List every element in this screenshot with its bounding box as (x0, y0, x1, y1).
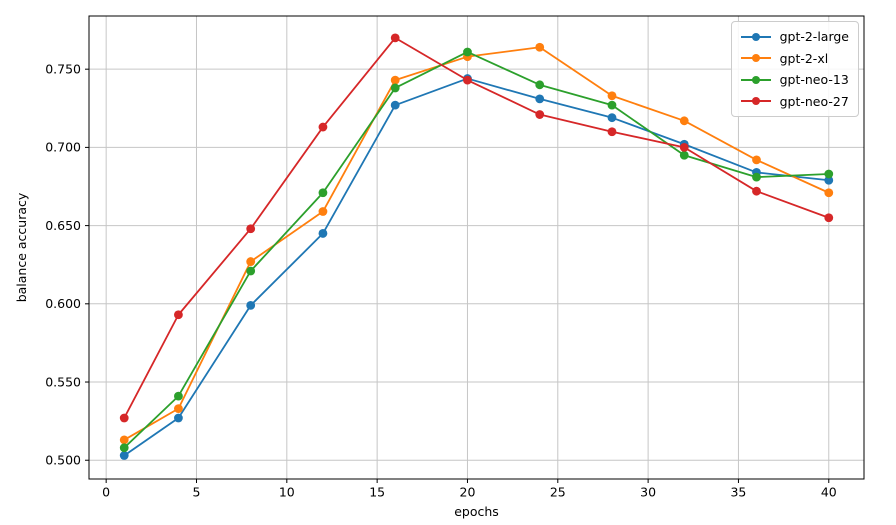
x-tick-label: 35 (730, 485, 746, 500)
data-point-gpt-2-xl (174, 404, 183, 414)
data-point-gpt-2-xl (752, 155, 761, 165)
data-point-gpt-neo-13 (246, 266, 256, 276)
data-point-gpt-neo-27 (607, 127, 617, 137)
y-tick-label: 0.500 (45, 453, 81, 468)
x-tick-label: 25 (550, 485, 566, 500)
data-point-gpt-neo-13 (463, 47, 472, 57)
data-point-gpt-2-xl (318, 207, 328, 216)
x-tick-label: 5 (193, 485, 201, 500)
legend-line-marker-icon (740, 54, 771, 63)
data-point-gpt-neo-13 (174, 391, 183, 401)
data-point-gpt-2-large (174, 413, 183, 423)
x-tick-label: 40 (821, 485, 837, 500)
data-point-gpt-neo-13 (607, 100, 617, 110)
data-point-gpt-neo-27 (752, 186, 761, 196)
y-axis-label: balance accuracy (14, 192, 29, 303)
legend-item-gpt-2-xl: gpt-2-xl (740, 48, 849, 70)
data-point-gpt-2-large (119, 451, 129, 460)
data-point-gpt-2-large (318, 229, 328, 238)
data-line-gpt-neo-27 (123, 36, 830, 419)
legend-line-marker-icon (740, 32, 771, 41)
data-point-gpt-neo-27 (246, 224, 256, 234)
data-point-gpt-2-large (824, 175, 834, 185)
plot-border (88, 15, 865, 480)
data-point-gpt-2-xl (607, 91, 617, 101)
x-tick-label: 30 (640, 485, 656, 500)
data-point-gpt-neo-27 (318, 122, 328, 132)
data-point-gpt-neo-27 (679, 142, 689, 152)
legend-label: gpt-2-xl (779, 50, 829, 66)
x-tick-label: 10 (279, 485, 295, 500)
y-tick-label: 0.700 (45, 140, 81, 155)
data-point-gpt-neo-13 (679, 150, 689, 160)
data-point-gpt-neo-13 (119, 443, 129, 453)
data-point-gpt-neo-27 (824, 213, 834, 223)
data-point-gpt-neo-13 (824, 169, 834, 179)
data-point-gpt-2-large (246, 300, 256, 310)
data-point-gpt-2-xl (679, 116, 689, 126)
data-point-gpt-neo-13 (390, 83, 400, 93)
y-tick-label: 0.600 (45, 296, 81, 311)
data-point-gpt-2-large (607, 113, 617, 123)
legend-line-marker-icon (740, 97, 771, 106)
legend-item-gpt-neo-27: gpt-neo-27 (740, 91, 849, 113)
legend-item-gpt-neo-13: gpt-neo-13 (740, 69, 849, 91)
data-point-gpt-neo-13 (318, 188, 328, 198)
data-line-gpt-2-xl (123, 46, 830, 441)
legend-line-marker-icon (740, 75, 771, 84)
data-point-gpt-2-xl (824, 188, 834, 198)
data-point-gpt-neo-27 (119, 413, 129, 423)
x-tick-label: 15 (369, 485, 385, 500)
legend: gpt-2-large gpt-2-xl gpt-neo-13 gpt-neo-27 (730, 21, 859, 117)
legend-label: gpt-neo-13 (779, 72, 849, 88)
x-axis-label: epochs (454, 504, 499, 519)
data-point-gpt-neo-27 (535, 110, 545, 119)
legend-item-gpt-2-large: gpt-2-large (740, 26, 849, 48)
data-line-gpt-neo-13 (123, 51, 829, 449)
data-point-gpt-neo-27 (174, 310, 183, 320)
data-point-gpt-2-xl (119, 435, 129, 445)
data-line-gpt-2-large (123, 77, 829, 457)
x-tick-label: 0 (102, 485, 110, 500)
y-tick-label: 0.750 (45, 61, 81, 76)
data-point-gpt-2-large (535, 94, 545, 104)
data-point-gpt-neo-27 (463, 75, 472, 85)
legend-label: gpt-2-large (779, 29, 849, 45)
data-point-gpt-2-xl (390, 75, 400, 85)
data-point-gpt-neo-13 (752, 172, 761, 182)
data-point-gpt-2-xl (246, 257, 256, 266)
data-point-gpt-2-xl (535, 42, 545, 52)
data-point-gpt-2-large (390, 100, 400, 110)
y-tick-label: 0.650 (45, 218, 81, 233)
x-tick-label: 20 (460, 485, 476, 500)
y-tick-label: 0.550 (45, 374, 81, 389)
data-point-gpt-neo-13 (535, 80, 545, 90)
data-point-gpt-neo-27 (390, 33, 400, 43)
legend-label: gpt-neo-27 (779, 93, 849, 109)
